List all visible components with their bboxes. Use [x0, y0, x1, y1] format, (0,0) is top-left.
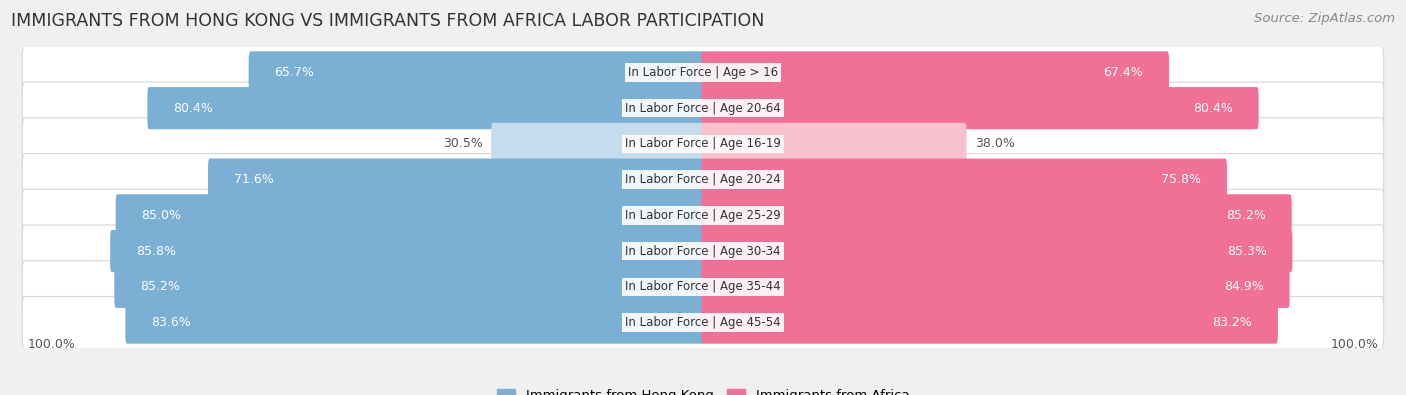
FancyBboxPatch shape — [114, 266, 704, 308]
FancyBboxPatch shape — [491, 123, 704, 165]
Text: 100.0%: 100.0% — [28, 338, 76, 351]
Text: In Labor Force | Age 30-34: In Labor Force | Age 30-34 — [626, 245, 780, 258]
Text: 83.6%: 83.6% — [152, 316, 191, 329]
Legend: Immigrants from Hong Kong, Immigrants from Africa: Immigrants from Hong Kong, Immigrants fr… — [491, 384, 915, 395]
FancyBboxPatch shape — [702, 266, 1289, 308]
Text: 85.0%: 85.0% — [142, 209, 181, 222]
FancyBboxPatch shape — [22, 118, 1384, 170]
Text: In Labor Force | Age 20-24: In Labor Force | Age 20-24 — [626, 173, 780, 186]
Text: 75.8%: 75.8% — [1161, 173, 1201, 186]
Text: 85.8%: 85.8% — [136, 245, 176, 258]
FancyBboxPatch shape — [125, 301, 704, 344]
Text: In Labor Force | Age 20-64: In Labor Force | Age 20-64 — [626, 102, 780, 115]
FancyBboxPatch shape — [22, 261, 1384, 313]
FancyBboxPatch shape — [22, 189, 1384, 241]
FancyBboxPatch shape — [702, 301, 1278, 344]
Text: 30.5%: 30.5% — [443, 137, 482, 150]
Text: 80.4%: 80.4% — [173, 102, 214, 115]
FancyBboxPatch shape — [702, 158, 1227, 201]
FancyBboxPatch shape — [702, 51, 1168, 94]
Text: In Labor Force | Age 45-54: In Labor Force | Age 45-54 — [626, 316, 780, 329]
FancyBboxPatch shape — [702, 123, 966, 165]
FancyBboxPatch shape — [22, 46, 1384, 98]
FancyBboxPatch shape — [22, 225, 1384, 277]
Text: 85.3%: 85.3% — [1226, 245, 1267, 258]
Text: 67.4%: 67.4% — [1104, 66, 1143, 79]
Text: 85.2%: 85.2% — [141, 280, 180, 293]
Text: 80.4%: 80.4% — [1192, 102, 1233, 115]
FancyBboxPatch shape — [110, 230, 704, 272]
FancyBboxPatch shape — [22, 297, 1384, 349]
FancyBboxPatch shape — [702, 230, 1292, 272]
FancyBboxPatch shape — [148, 87, 704, 129]
Text: 100.0%: 100.0% — [1330, 338, 1378, 351]
Text: Source: ZipAtlas.com: Source: ZipAtlas.com — [1254, 12, 1395, 25]
Text: 65.7%: 65.7% — [274, 66, 315, 79]
FancyBboxPatch shape — [115, 194, 704, 237]
FancyBboxPatch shape — [702, 87, 1258, 129]
FancyBboxPatch shape — [702, 194, 1292, 237]
Text: 85.2%: 85.2% — [1226, 209, 1265, 222]
Text: 84.9%: 84.9% — [1225, 280, 1264, 293]
Text: 83.2%: 83.2% — [1212, 316, 1253, 329]
Text: In Labor Force | Age 25-29: In Labor Force | Age 25-29 — [626, 209, 780, 222]
FancyBboxPatch shape — [22, 82, 1384, 134]
FancyBboxPatch shape — [208, 158, 704, 201]
Text: IMMIGRANTS FROM HONG KONG VS IMMIGRANTS FROM AFRICA LABOR PARTICIPATION: IMMIGRANTS FROM HONG KONG VS IMMIGRANTS … — [11, 12, 765, 30]
Text: 71.6%: 71.6% — [233, 173, 274, 186]
Text: In Labor Force | Age 16-19: In Labor Force | Age 16-19 — [626, 137, 780, 150]
Text: In Labor Force | Age > 16: In Labor Force | Age > 16 — [628, 66, 778, 79]
FancyBboxPatch shape — [249, 51, 704, 94]
Text: 38.0%: 38.0% — [976, 137, 1015, 150]
Text: In Labor Force | Age 35-44: In Labor Force | Age 35-44 — [626, 280, 780, 293]
FancyBboxPatch shape — [22, 154, 1384, 206]
